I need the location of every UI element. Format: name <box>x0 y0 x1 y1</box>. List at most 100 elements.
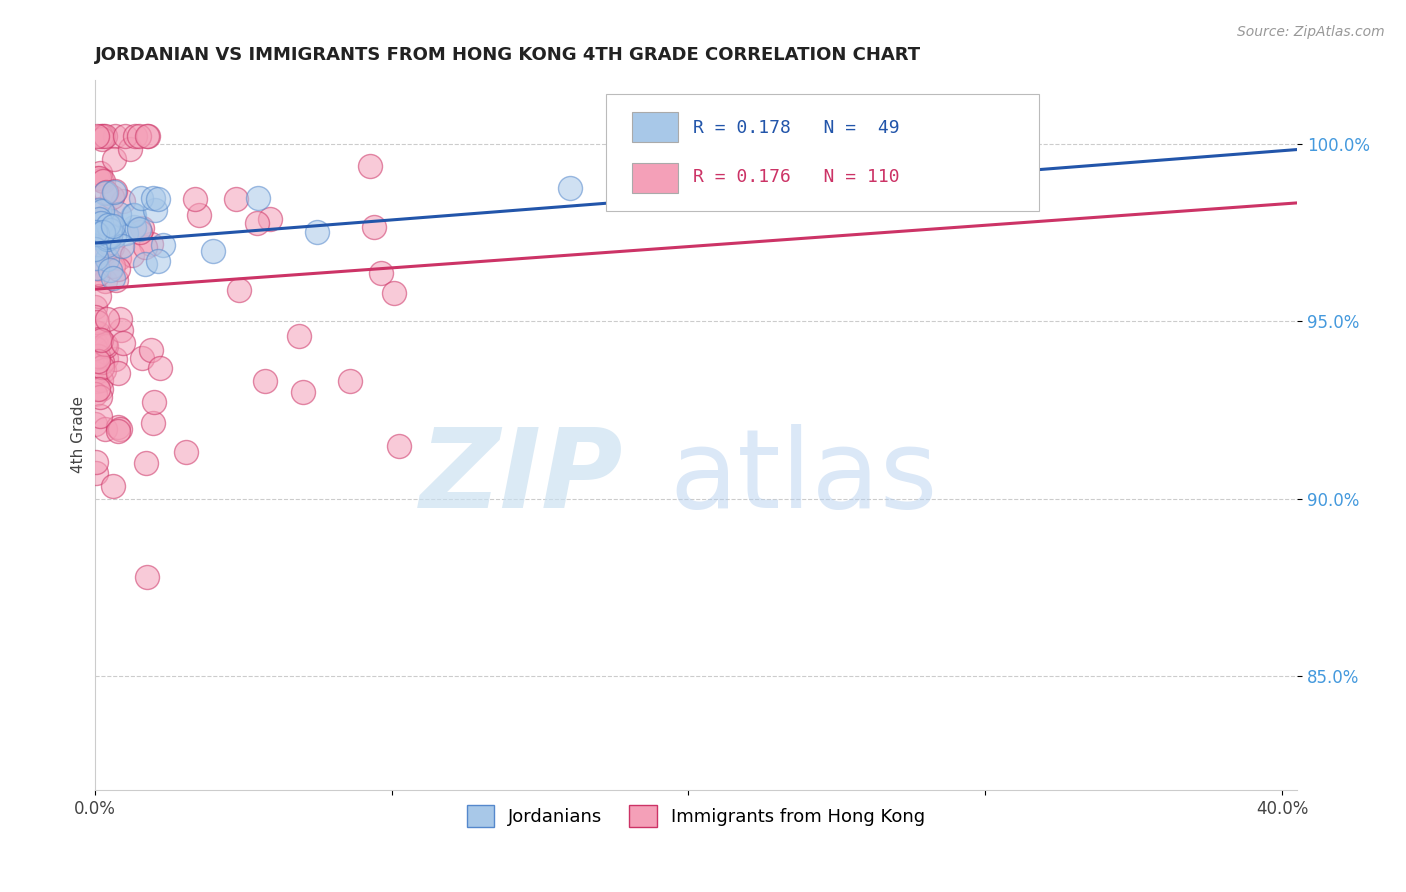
Point <box>122 219 145 234</box>
Point <box>94 232 117 246</box>
Point <box>142 416 165 430</box>
Point <box>91 203 114 218</box>
Legend: Jordanians, Immigrants from Hong Kong: Jordanians, Immigrants from Hong Kong <box>460 797 932 834</box>
Point <box>96 237 118 252</box>
Point <box>112 194 135 209</box>
Point <box>149 361 172 376</box>
Point <box>359 159 381 173</box>
Point <box>91 174 114 188</box>
Point <box>91 132 114 146</box>
Point <box>93 186 115 200</box>
Point <box>96 252 118 267</box>
Y-axis label: 4th Grade: 4th Grade <box>72 396 86 474</box>
Text: ZIP: ZIP <box>420 424 624 531</box>
Point <box>84 310 107 324</box>
Point <box>107 366 129 380</box>
Point <box>134 239 156 253</box>
Point <box>89 211 111 226</box>
Point <box>101 479 124 493</box>
Point <box>124 208 146 222</box>
Point <box>93 129 115 144</box>
Point <box>202 244 225 259</box>
Point <box>145 203 167 218</box>
Point <box>100 240 122 254</box>
Point <box>86 230 108 244</box>
Point <box>136 129 159 144</box>
Point <box>120 142 142 156</box>
Point <box>94 422 117 436</box>
Point <box>184 192 207 206</box>
Point <box>90 373 112 387</box>
Text: atlas: atlas <box>669 424 938 531</box>
Point <box>135 456 157 470</box>
Point <box>96 311 118 326</box>
Point <box>86 315 108 329</box>
Point <box>87 349 110 363</box>
Point <box>97 219 120 233</box>
Point <box>259 211 281 226</box>
Point <box>370 266 392 280</box>
Point <box>124 129 146 144</box>
Point <box>90 382 112 396</box>
Point <box>91 355 114 369</box>
Point <box>135 129 157 144</box>
Point <box>93 245 115 260</box>
Point <box>84 351 107 365</box>
Point <box>90 216 112 230</box>
Point <box>107 424 129 438</box>
Point <box>84 242 107 256</box>
Point <box>83 300 105 314</box>
Point <box>94 337 117 351</box>
Point <box>98 223 121 237</box>
Point <box>174 445 197 459</box>
Point <box>89 171 111 186</box>
Point <box>86 252 108 267</box>
Point <box>89 409 111 423</box>
Point <box>86 227 108 241</box>
Point <box>87 332 110 346</box>
Point <box>101 223 124 237</box>
Point <box>91 225 114 239</box>
Point <box>246 191 269 205</box>
Point <box>228 283 250 297</box>
Point <box>146 254 169 268</box>
Point <box>83 366 105 380</box>
Point <box>89 390 111 404</box>
Point <box>86 455 108 469</box>
Point <box>152 238 174 252</box>
Point <box>225 192 247 206</box>
Point <box>90 333 112 347</box>
Point <box>122 208 145 222</box>
Point <box>96 232 118 246</box>
Point <box>100 220 122 235</box>
Point <box>86 382 108 396</box>
Point <box>104 129 127 144</box>
Point <box>93 362 115 376</box>
Point <box>292 384 315 399</box>
Point <box>84 417 107 432</box>
Point <box>134 257 156 271</box>
Point <box>129 226 152 240</box>
Point <box>90 129 112 144</box>
Point <box>101 271 124 285</box>
Point <box>86 129 108 144</box>
Point <box>84 260 107 275</box>
Point <box>86 171 108 186</box>
Point <box>84 251 107 265</box>
Point <box>142 394 165 409</box>
Point <box>108 312 131 326</box>
Bar <box>633 163 678 194</box>
Point <box>94 185 117 199</box>
Point <box>114 129 136 144</box>
Point <box>108 422 131 436</box>
Point <box>87 354 110 368</box>
Point <box>98 215 121 229</box>
Point <box>146 193 169 207</box>
Point <box>136 570 159 584</box>
Point <box>107 420 129 434</box>
FancyBboxPatch shape <box>606 94 1039 211</box>
Point <box>254 374 277 388</box>
Point <box>86 267 108 281</box>
Point <box>104 351 127 366</box>
Point <box>128 222 150 236</box>
